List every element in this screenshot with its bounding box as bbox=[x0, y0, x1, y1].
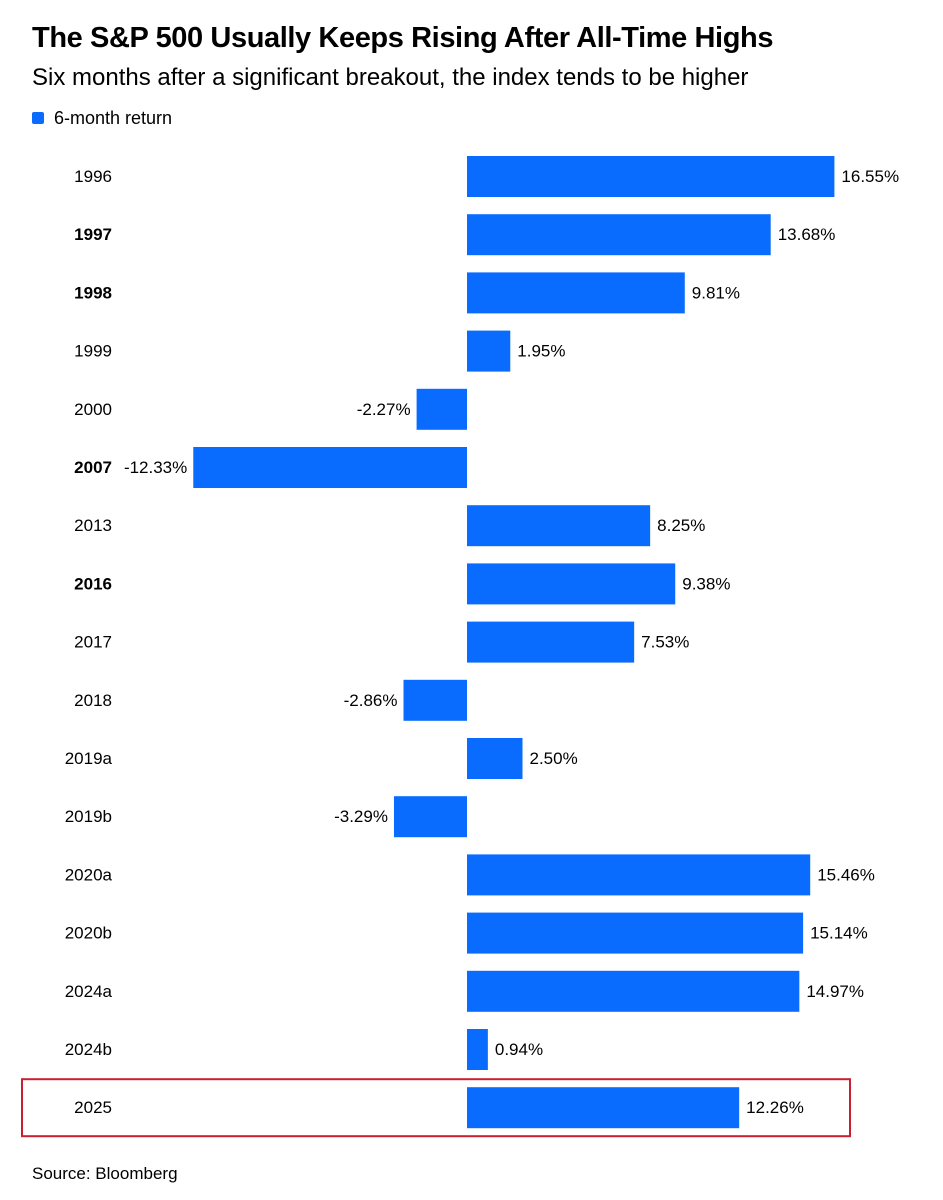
value-label: -2.86% bbox=[344, 691, 398, 710]
value-label: 14.97% bbox=[806, 982, 864, 1001]
value-label: 1.95% bbox=[517, 342, 565, 361]
bar bbox=[467, 912, 804, 954]
value-label: 7.53% bbox=[641, 633, 689, 652]
bar bbox=[467, 738, 523, 779]
category-label: 2019a bbox=[65, 749, 113, 768]
value-label: -2.27% bbox=[357, 400, 411, 419]
chart-title: The S&P 500 Usually Keeps Rising After A… bbox=[32, 22, 774, 54]
legend: 6-month return bbox=[32, 104, 172, 132]
legend-swatch bbox=[32, 112, 44, 124]
source-note: Source: Bloomberg bbox=[32, 1164, 178, 1183]
category-label: 2019b bbox=[65, 807, 112, 826]
value-label: 12.26% bbox=[746, 1098, 804, 1117]
bar bbox=[467, 563, 676, 605]
value-label: 9.81% bbox=[692, 283, 740, 302]
category-label: 2016 bbox=[74, 574, 112, 593]
bar bbox=[467, 1087, 740, 1129]
bar bbox=[467, 1029, 488, 1070]
value-label: 0.94% bbox=[495, 1040, 543, 1059]
category-label: 2017 bbox=[74, 633, 112, 652]
value-label: 13.68% bbox=[778, 225, 836, 244]
category-label: 2025 bbox=[74, 1098, 112, 1117]
bar bbox=[467, 621, 635, 663]
value-label: -12.33% bbox=[124, 458, 187, 477]
value-label: 16.55% bbox=[841, 167, 899, 186]
bar bbox=[467, 505, 651, 547]
bar bbox=[467, 970, 800, 1012]
highlight-box bbox=[21, 1078, 851, 1138]
category-label: 1997 bbox=[74, 225, 112, 244]
value-label: 15.14% bbox=[810, 924, 868, 943]
bar bbox=[467, 214, 771, 256]
value-label: 9.38% bbox=[682, 574, 730, 593]
chart-subtitle: Six months after a significant breakout,… bbox=[32, 64, 749, 91]
bar bbox=[467, 156, 835, 197]
category-label: 2013 bbox=[74, 516, 112, 535]
category-label: 2000 bbox=[74, 400, 112, 419]
category-label: 2020a bbox=[65, 865, 113, 884]
bar bbox=[467, 854, 811, 896]
value-label: 15.46% bbox=[817, 865, 875, 884]
bar bbox=[393, 796, 467, 838]
category-label: 2007 bbox=[74, 458, 112, 477]
bar bbox=[403, 679, 467, 721]
category-label: 1998 bbox=[74, 283, 112, 302]
category-label: 2018 bbox=[74, 691, 112, 710]
bar bbox=[467, 330, 511, 372]
category-label: 2024b bbox=[65, 1040, 112, 1059]
value-label: 8.25% bbox=[657, 516, 705, 535]
value-label: 2.50% bbox=[530, 749, 578, 768]
legend-label: 6-month return bbox=[54, 107, 173, 128]
value-label: -3.29% bbox=[334, 807, 388, 826]
category-label: 2024a bbox=[65, 982, 113, 1001]
category-label: 2020b bbox=[65, 924, 112, 943]
bar bbox=[193, 447, 468, 488]
bar bbox=[416, 388, 467, 430]
category-label: 1996 bbox=[74, 167, 112, 186]
category-label: 1999 bbox=[74, 342, 112, 361]
bar bbox=[467, 272, 685, 314]
